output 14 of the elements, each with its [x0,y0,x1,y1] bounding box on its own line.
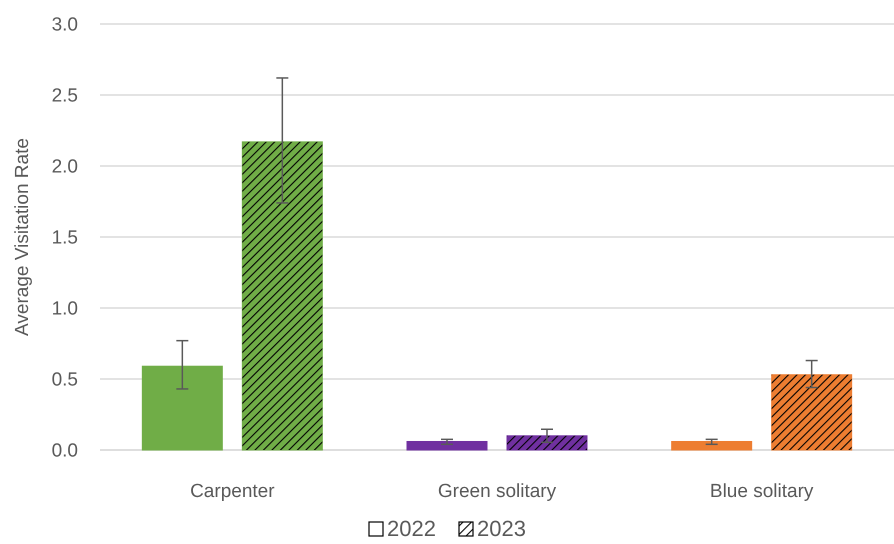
y-tick-label: 1.0 [52,298,78,320]
y-tick-label: 0.5 [52,370,78,391]
y-tick-label: 3.0 [52,14,78,36]
text: 2023 [477,516,526,541]
y-tick-label: 1.5 [52,228,78,249]
y-tick-label: 2.5 [52,86,78,107]
x-tick-label: Green solitary [438,481,557,502]
x-tick-label: Carpenter [190,481,276,502]
text: 2022 [387,516,436,541]
y-tick-label: 0.0 [52,440,78,462]
bar [142,366,223,450]
y-tick-label: 2.0 [52,156,78,178]
x-tick-label: Blue solitary [710,481,814,502]
y-axis-title: Average Visitation Rate [12,138,33,336]
